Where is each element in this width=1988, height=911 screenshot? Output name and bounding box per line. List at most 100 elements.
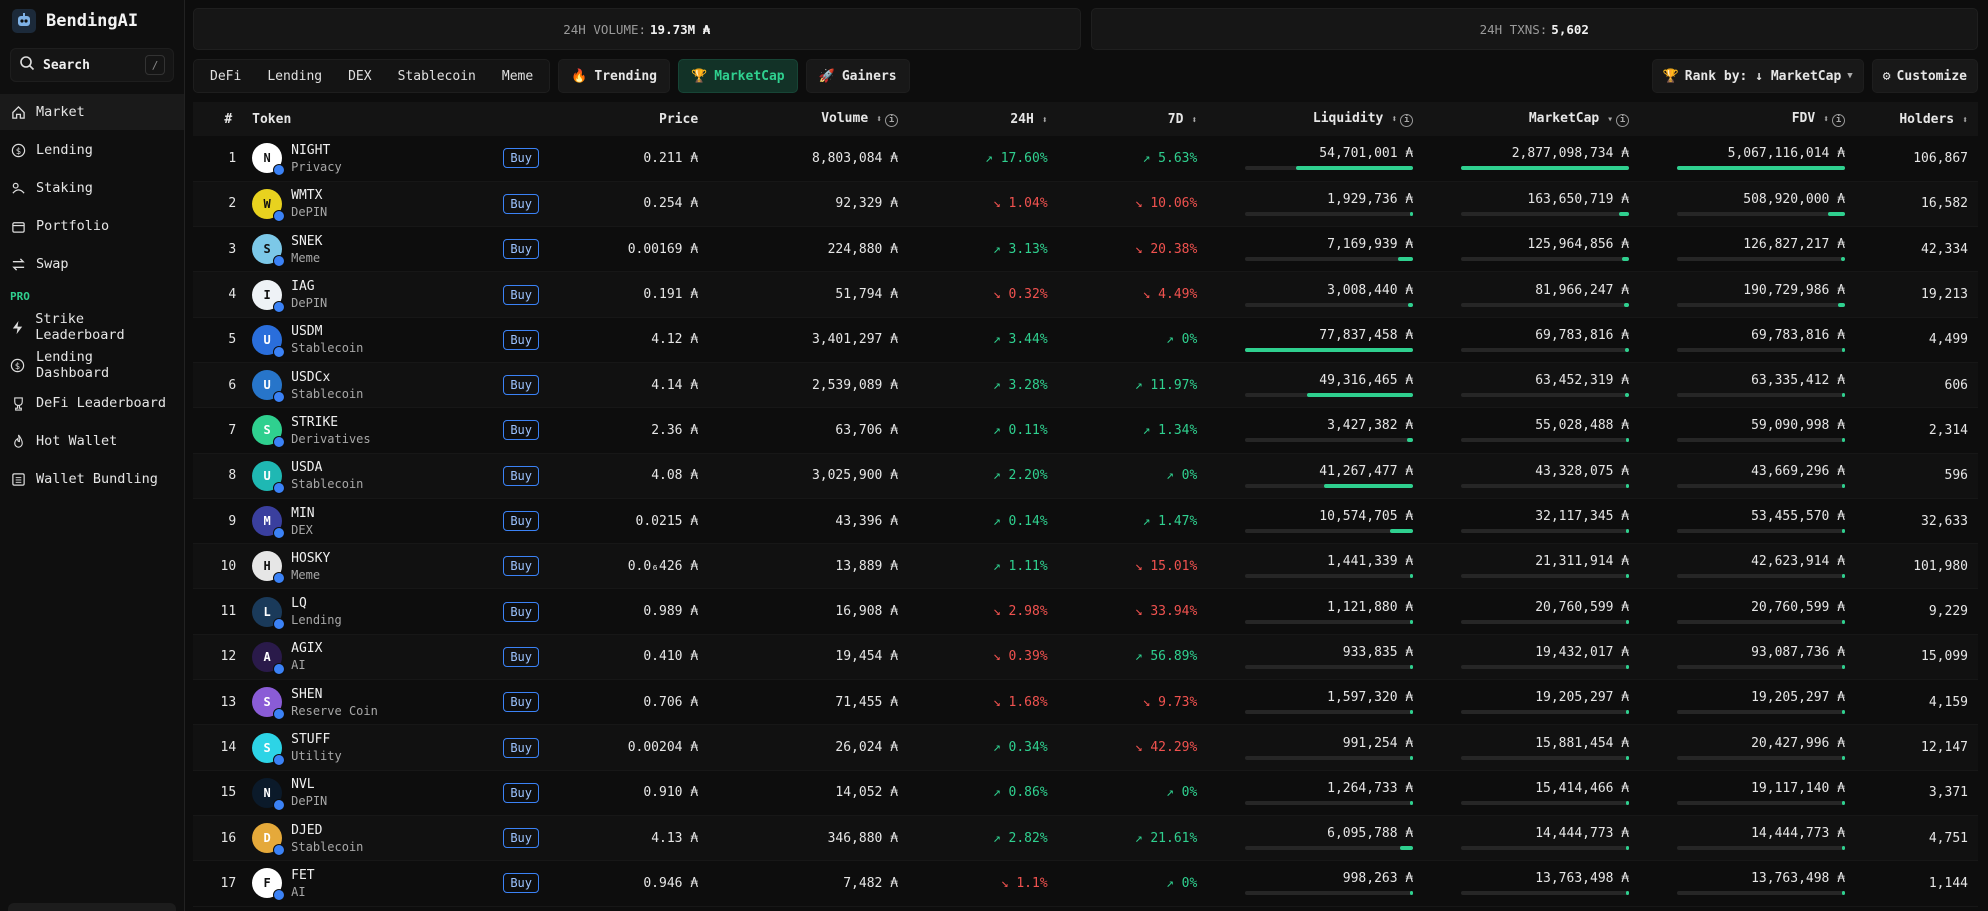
sidebar-item-staking[interactable]: Staking [0, 170, 184, 206]
fdv-bar [1677, 438, 1846, 443]
token-cell[interactable]: I IAG DePIN [242, 271, 494, 318]
sidebar-item-strike-leaderboard[interactable]: Strike Leaderboard [0, 309, 184, 345]
tab-dex[interactable]: DEX [348, 68, 372, 84]
table-row[interactable]: 8 U USDA Stablecoin Buy 4.08 ₳ 3,025,900 ₳ ↗ 2.… [193, 453, 1978, 499]
buy-button[interactable]: Buy [503, 193, 540, 214]
token-symbol: SHEN [291, 686, 323, 702]
fdv-bar-fill [1842, 755, 1846, 760]
token-cell[interactable]: N NVL DePIN [242, 770, 494, 816]
tab-defi[interactable]: DeFi [210, 68, 242, 84]
buy-button[interactable]: Buy [503, 465, 540, 486]
buy-button[interactable]: Buy [503, 329, 540, 350]
trophy-icon [10, 395, 26, 411]
holders-cell: 15,099 [1855, 634, 1978, 681]
token-cell[interactable]: F FET AI [242, 860, 494, 907]
sidebar-item-market[interactable]: Market [0, 94, 184, 130]
table-row[interactable]: 9 M MIN DEX Buy 0.0215 ₳ 43,396 ₳ ↗ 0.14% ↗ 1.47… [193, 498, 1978, 545]
buy-cell: Buy [493, 453, 590, 499]
sort-icon: ⬍ [1391, 114, 1398, 125]
buy-button[interactable]: Buy [503, 873, 540, 894]
change-24h-cell: ↘ 2.98% [908, 588, 1058, 635]
tab-gainers[interactable]: 🚀 Gainers [805, 59, 910, 93]
fdv-cell: 5,067,116,014 ₳ [1639, 136, 1856, 182]
token-cell[interactable]: U USDM Stablecoin [242, 317, 494, 363]
table-row[interactable]: 16 D DJED Stablecoin Buy 4.13 ₳ 346,880 ₳ ↗ 2.8… [193, 815, 1978, 862]
col-24h[interactable]: 24H ⬍ [908, 102, 1058, 136]
buy-button[interactable]: Buy [503, 646, 540, 667]
change-7d-cell: ↗ 21.61% [1057, 815, 1208, 862]
sidebar-item-hot-wallet[interactable]: Hot Wallet [0, 423, 184, 459]
gear-icon: ⚙ [1882, 68, 1891, 84]
col-volume[interactable]: Volume ⬍ i [708, 102, 909, 136]
buy-button[interactable]: Buy [503, 420, 540, 441]
buy-button[interactable]: Buy [503, 375, 540, 396]
table-row[interactable]: 13 S SHEN Reserve Coin Buy 0.706 ₳ 71,455 ₳ ↘ 1… [193, 679, 1978, 726]
token-logo-icon: U [252, 460, 286, 494]
token-cell[interactable]: L LQ Lending [242, 588, 494, 635]
table-row[interactable]: 14 S STUFF Utility Buy 0.00204 ₳ 26,024 ₳ ↗ 0.3… [193, 724, 1978, 771]
token-cell[interactable]: S STRIKE Derivatives [242, 407, 494, 454]
search-box[interactable]: Search / [10, 48, 174, 82]
buy-button[interactable]: Buy [503, 737, 540, 758]
token-cell[interactable]: S STUFF Utility [242, 724, 494, 771]
fdv-bar [1677, 529, 1846, 534]
table-row[interactable]: 12 A AGIX AI Buy 0.410 ₳ 19,454 ₳ ↘ 0.39% ↗ 56.8… [193, 634, 1978, 681]
table-row[interactable]: 3 S SNEK Meme Buy 0.00169 ₳ 224,880 ₳ ↗ 3.13% ↘ … [193, 226, 1978, 273]
token-cell[interactable]: U USDCx Stablecoin [242, 362, 494, 409]
col-7d[interactable]: 7D ⬍ [1057, 102, 1208, 136]
buy-button[interactable]: Buy [503, 284, 540, 305]
buy-button[interactable]: Buy [503, 782, 540, 803]
col-marketcap-label: MarketCap [1528, 111, 1600, 126]
sidebar-item-swap[interactable]: Swap [0, 246, 184, 282]
buy-button[interactable]: Buy [503, 692, 540, 713]
table-row[interactable]: 15 N NVL DePIN Buy 0.910 ₳ 14,052 ₳ ↗ 0.86% ↗ 0%… [193, 770, 1978, 816]
token-cell[interactable]: U USDA Stablecoin [242, 453, 494, 499]
marketcap-value: 55,028,488 ₳ [1535, 418, 1630, 434]
token-cell[interactable]: S SHEN Reserve Coin [242, 679, 494, 726]
sidebar-item-wallet-bundling[interactable]: Wallet Bundling [0, 461, 184, 497]
table-row[interactable]: 17 F FET AI Buy 0.946 ₳ 7,482 ₳ ↘ 1.1% ↗ 0% 998,2… [193, 860, 1978, 907]
token-cell[interactable]: D DJED Stablecoin [242, 815, 494, 862]
col-fdv[interactable]: FDV ⬍ i [1639, 102, 1856, 136]
table-row[interactable]: 10 H HOSKY Meme Buy 0.0₆426 ₳ 13,889 ₳ ↗ 1.11% ↘… [193, 543, 1978, 590]
table-row[interactable]: 6 U USDCx Stablecoin Buy 4.14 ₳ 2,539,089 ₳ ↗ 3… [193, 362, 1978, 409]
tab-lending[interactable]: Lending [267, 68, 323, 84]
token-cell[interactable]: W WMTX DePIN [242, 181, 494, 228]
table-row[interactable]: 2 W WMTX DePIN Buy 0.254 ₳ 92,329 ₳ ↘ 1.04% ↘ 10… [193, 181, 1978, 228]
table-row[interactable]: 7 S STRIKE Derivatives Buy 2.36 ₳ 63,706 ₳ ↗ 0.… [193, 407, 1978, 454]
caret-down-icon: ▼ [1847, 71, 1853, 81]
sidebar-item-lending[interactable]: $ Lending [0, 132, 184, 168]
rank-by-dropdown[interactable]: 🏆 Rank by: ↓ MarketCap ▼ [1651, 59, 1864, 93]
fdv-value: 508,920,000 ₳ [1743, 191, 1846, 207]
table-row[interactable]: 5 U USDM Stablecoin Buy 4.12 ₳ 3,401,297 ₳ ↗ 3.… [193, 317, 1978, 363]
col-marketcap[interactable]: MarketCap ▾ i [1423, 102, 1640, 136]
col-holders[interactable]: Holders ⬍ [1855, 102, 1978, 136]
sidebar-item-lending-dashboard[interactable]: $ Lending Dashboard [0, 347, 184, 383]
sidebar-item-defi-leaderboard[interactable]: DeFi Leaderboard [0, 385, 184, 421]
tab-trending[interactable]: 🔥 Trending [558, 59, 670, 93]
buy-button[interactable]: Buy [503, 601, 540, 622]
buy-button[interactable]: Buy [503, 148, 540, 169]
table-row[interactable]: 4 I IAG DePIN Buy 0.191 ₳ 51,794 ₳ ↘ 0.32% ↘ 4.4… [193, 271, 1978, 318]
token-cell[interactable]: M MIN DEX [242, 498, 494, 545]
col-liquidity[interactable]: Liquidity ⬍ i [1207, 102, 1424, 136]
table-row[interactable]: 1 N NIGHT Privacy Buy 0.211 ₳ 8,803,084 ₳ ↗ 17.… [193, 136, 1978, 182]
sidebar-item-portfolio[interactable]: Portfolio [0, 208, 184, 244]
buy-button[interactable]: Buy [503, 556, 540, 577]
token-category: Stablecoin [291, 341, 364, 356]
tab-meme[interactable]: Meme [501, 68, 534, 84]
tab-stablecoin[interactable]: Stablecoin [397, 68, 476, 84]
token-cell[interactable]: A AGIX AI [242, 634, 494, 681]
holders-cell: 596 [1855, 453, 1978, 499]
brand[interactable]: BendingAI [0, 0, 184, 42]
row-rank: 16 [193, 815, 243, 862]
buy-button[interactable]: Buy [503, 511, 540, 532]
token-cell[interactable]: N NIGHT Privacy [242, 136, 494, 182]
buy-button[interactable]: Buy [503, 828, 540, 849]
tab-marketcap[interactable]: 🏆 MarketCap [678, 59, 798, 93]
customize-button[interactable]: ⚙ Customize [1871, 59, 1978, 93]
table-row[interactable]: 11 L LQ Lending Buy 0.989 ₳ 16,908 ₳ ↘ 2.98% ↘ 3… [193, 588, 1978, 635]
token-cell[interactable]: H HOSKY Meme [242, 543, 494, 590]
buy-button[interactable]: Buy [503, 239, 540, 260]
token-cell[interactable]: S SNEK Meme [242, 226, 494, 273]
